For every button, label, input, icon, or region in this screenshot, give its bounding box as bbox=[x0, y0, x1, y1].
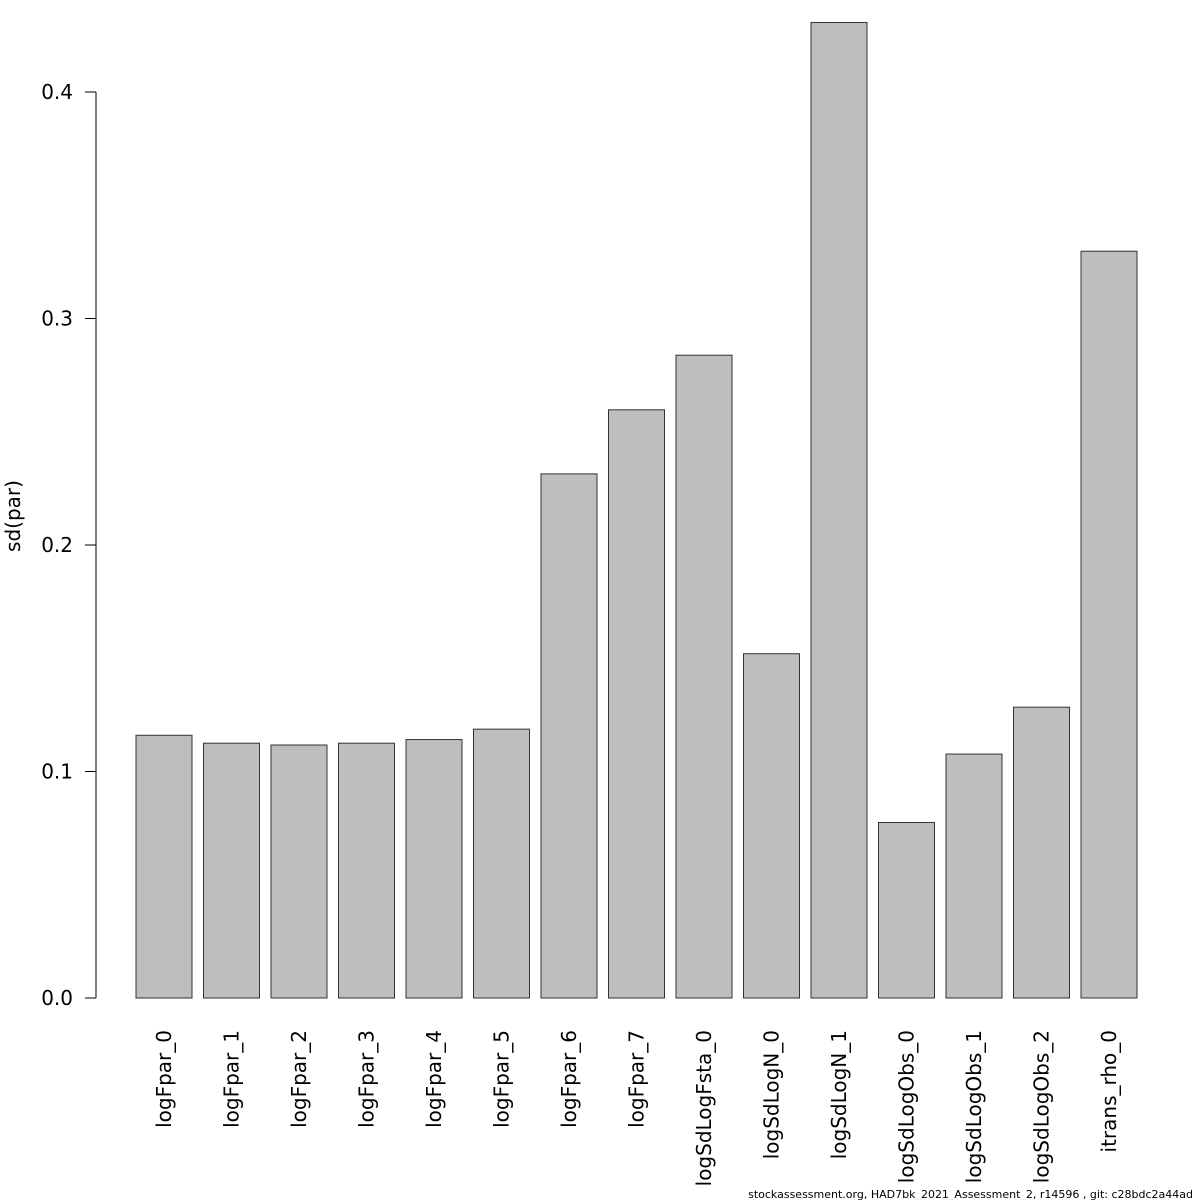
y-tick-label: 0.1 bbox=[41, 760, 73, 784]
x-tick-label: logSdLogObs_0 bbox=[895, 1030, 919, 1183]
x-tick-label: logSdLogObs_2 bbox=[1030, 1030, 1054, 1183]
bar-logFpar_3 bbox=[338, 742, 395, 999]
x-tick-label: logFpar_0 bbox=[152, 1030, 176, 1128]
bar-logSdLogFsta_0 bbox=[675, 354, 733, 999]
y-tick-label: 0.2 bbox=[41, 533, 73, 557]
footer-note: stockassessment.org, HAD7bk_2021_Assessm… bbox=[748, 1188, 1193, 1200]
bar-logFpar_7 bbox=[608, 409, 665, 999]
x-tick-label: itrans_rho_0 bbox=[1097, 1030, 1121, 1152]
bar-logFpar_0 bbox=[135, 734, 193, 999]
x-tick-label: logFpar_6 bbox=[557, 1030, 581, 1128]
bar-logSdLogObs_2 bbox=[1013, 706, 1070, 999]
bar-logFpar_5 bbox=[473, 728, 530, 999]
x-tick-label: logFpar_7 bbox=[625, 1030, 649, 1128]
bar-logSdLogObs_0 bbox=[878, 821, 935, 999]
bar-itrans_rho_0 bbox=[1080, 250, 1138, 999]
bars-group bbox=[135, 21, 1138, 999]
bar-logSdLogN_1 bbox=[810, 21, 868, 999]
bar-logSdLogN_0 bbox=[743, 653, 800, 999]
x-tick-label: logSdLogFsta_0 bbox=[692, 1030, 716, 1186]
bar-logFpar_6 bbox=[540, 473, 598, 999]
y-axis: 0.0 0.1 0.2 0.3 0.4 bbox=[41, 80, 97, 1010]
y-tick-label: 0.3 bbox=[41, 307, 73, 331]
bar-logFpar_2 bbox=[270, 744, 328, 999]
x-tick-label: logSdLogN_0 bbox=[760, 1030, 784, 1159]
x-tick-label: logFpar_1 bbox=[220, 1030, 244, 1128]
y-tick-label: 0.0 bbox=[41, 986, 73, 1010]
bar-logFpar_1 bbox=[203, 742, 260, 999]
x-tick-label: logFpar_2 bbox=[287, 1030, 311, 1128]
y-tick-label: 0.4 bbox=[41, 80, 73, 104]
bar-logSdLogObs_1 bbox=[945, 753, 1003, 999]
x-axis-labels: logFpar_0 logFpar_1 logFpar_2 logFpar_3 logF… bbox=[152, 1030, 1121, 1186]
y-axis-label: sd(par) bbox=[1, 480, 25, 552]
bar-logFpar_4 bbox=[405, 739, 463, 999]
x-tick-label: logFpar_5 bbox=[490, 1030, 514, 1128]
x-tick-label: logFpar_4 bbox=[422, 1030, 446, 1128]
x-tick-label: logSdLogObs_1 bbox=[962, 1030, 986, 1183]
x-tick-label: logSdLogN_1 bbox=[827, 1030, 851, 1159]
x-tick-label: logFpar_3 bbox=[355, 1030, 379, 1128]
